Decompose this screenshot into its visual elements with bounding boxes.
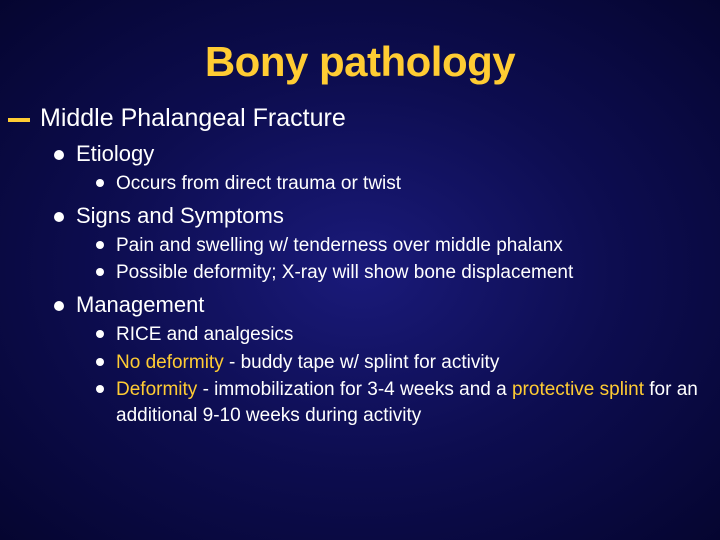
level2-text: Occurs from direct trauma or twist: [116, 171, 421, 197]
level2-item: Possible deformity; X-ray will show bone…: [0, 260, 720, 286]
dot-bullet: [54, 150, 64, 160]
dot-bullet: [96, 330, 104, 338]
level2-text: No deformity - buddy tape w/ splint for …: [116, 350, 519, 376]
dot-bullet: [96, 385, 104, 393]
level2-text: Deformity - immobilization for 3-4 weeks…: [116, 377, 720, 428]
slide-title: Bony pathology: [0, 0, 720, 104]
level2-item: Pain and swelling w/ tenderness over mid…: [0, 233, 720, 259]
level2-item: Occurs from direct trauma or twist: [0, 171, 720, 197]
level2-item: No deformity - buddy tape w/ splint for …: [0, 350, 720, 376]
level2-text: RICE and analgesics: [116, 322, 313, 348]
level2-text: Possible deformity; X-ray will show bone…: [116, 260, 593, 286]
dash-bullet: [8, 118, 30, 122]
plain-text: - immobilization for 3-4 weeks and a: [197, 379, 512, 400]
dot-bullet: [54, 301, 64, 311]
highlight-text: Deformity: [116, 379, 197, 400]
level1-item-etiology: Etiology: [0, 141, 720, 167]
highlight-text: protective splint: [512, 379, 644, 400]
level2-text: Pain and swelling w/ tenderness over mid…: [116, 233, 583, 259]
level1-item-signs: Signs and Symptoms: [0, 203, 720, 229]
level0-item: Middle Phalangeal Fracture: [0, 104, 720, 133]
level1-text: Etiology: [76, 141, 154, 167]
level0-text: Middle Phalangeal Fracture: [40, 104, 346, 133]
dot-bullet: [54, 212, 64, 222]
plain-text: - buddy tape w/ splint for activity: [224, 352, 500, 373]
highlight-text: No deformity: [116, 352, 224, 373]
level1-text: Management: [76, 292, 204, 318]
level1-item-management: Management: [0, 292, 720, 318]
level2-item: RICE and analgesics: [0, 322, 720, 348]
level1-text: Signs and Symptoms: [76, 203, 284, 229]
dot-bullet: [96, 241, 104, 249]
level2-item: Deformity - immobilization for 3-4 weeks…: [0, 377, 720, 428]
dot-bullet: [96, 358, 104, 366]
dot-bullet: [96, 179, 104, 187]
dot-bullet: [96, 268, 104, 276]
